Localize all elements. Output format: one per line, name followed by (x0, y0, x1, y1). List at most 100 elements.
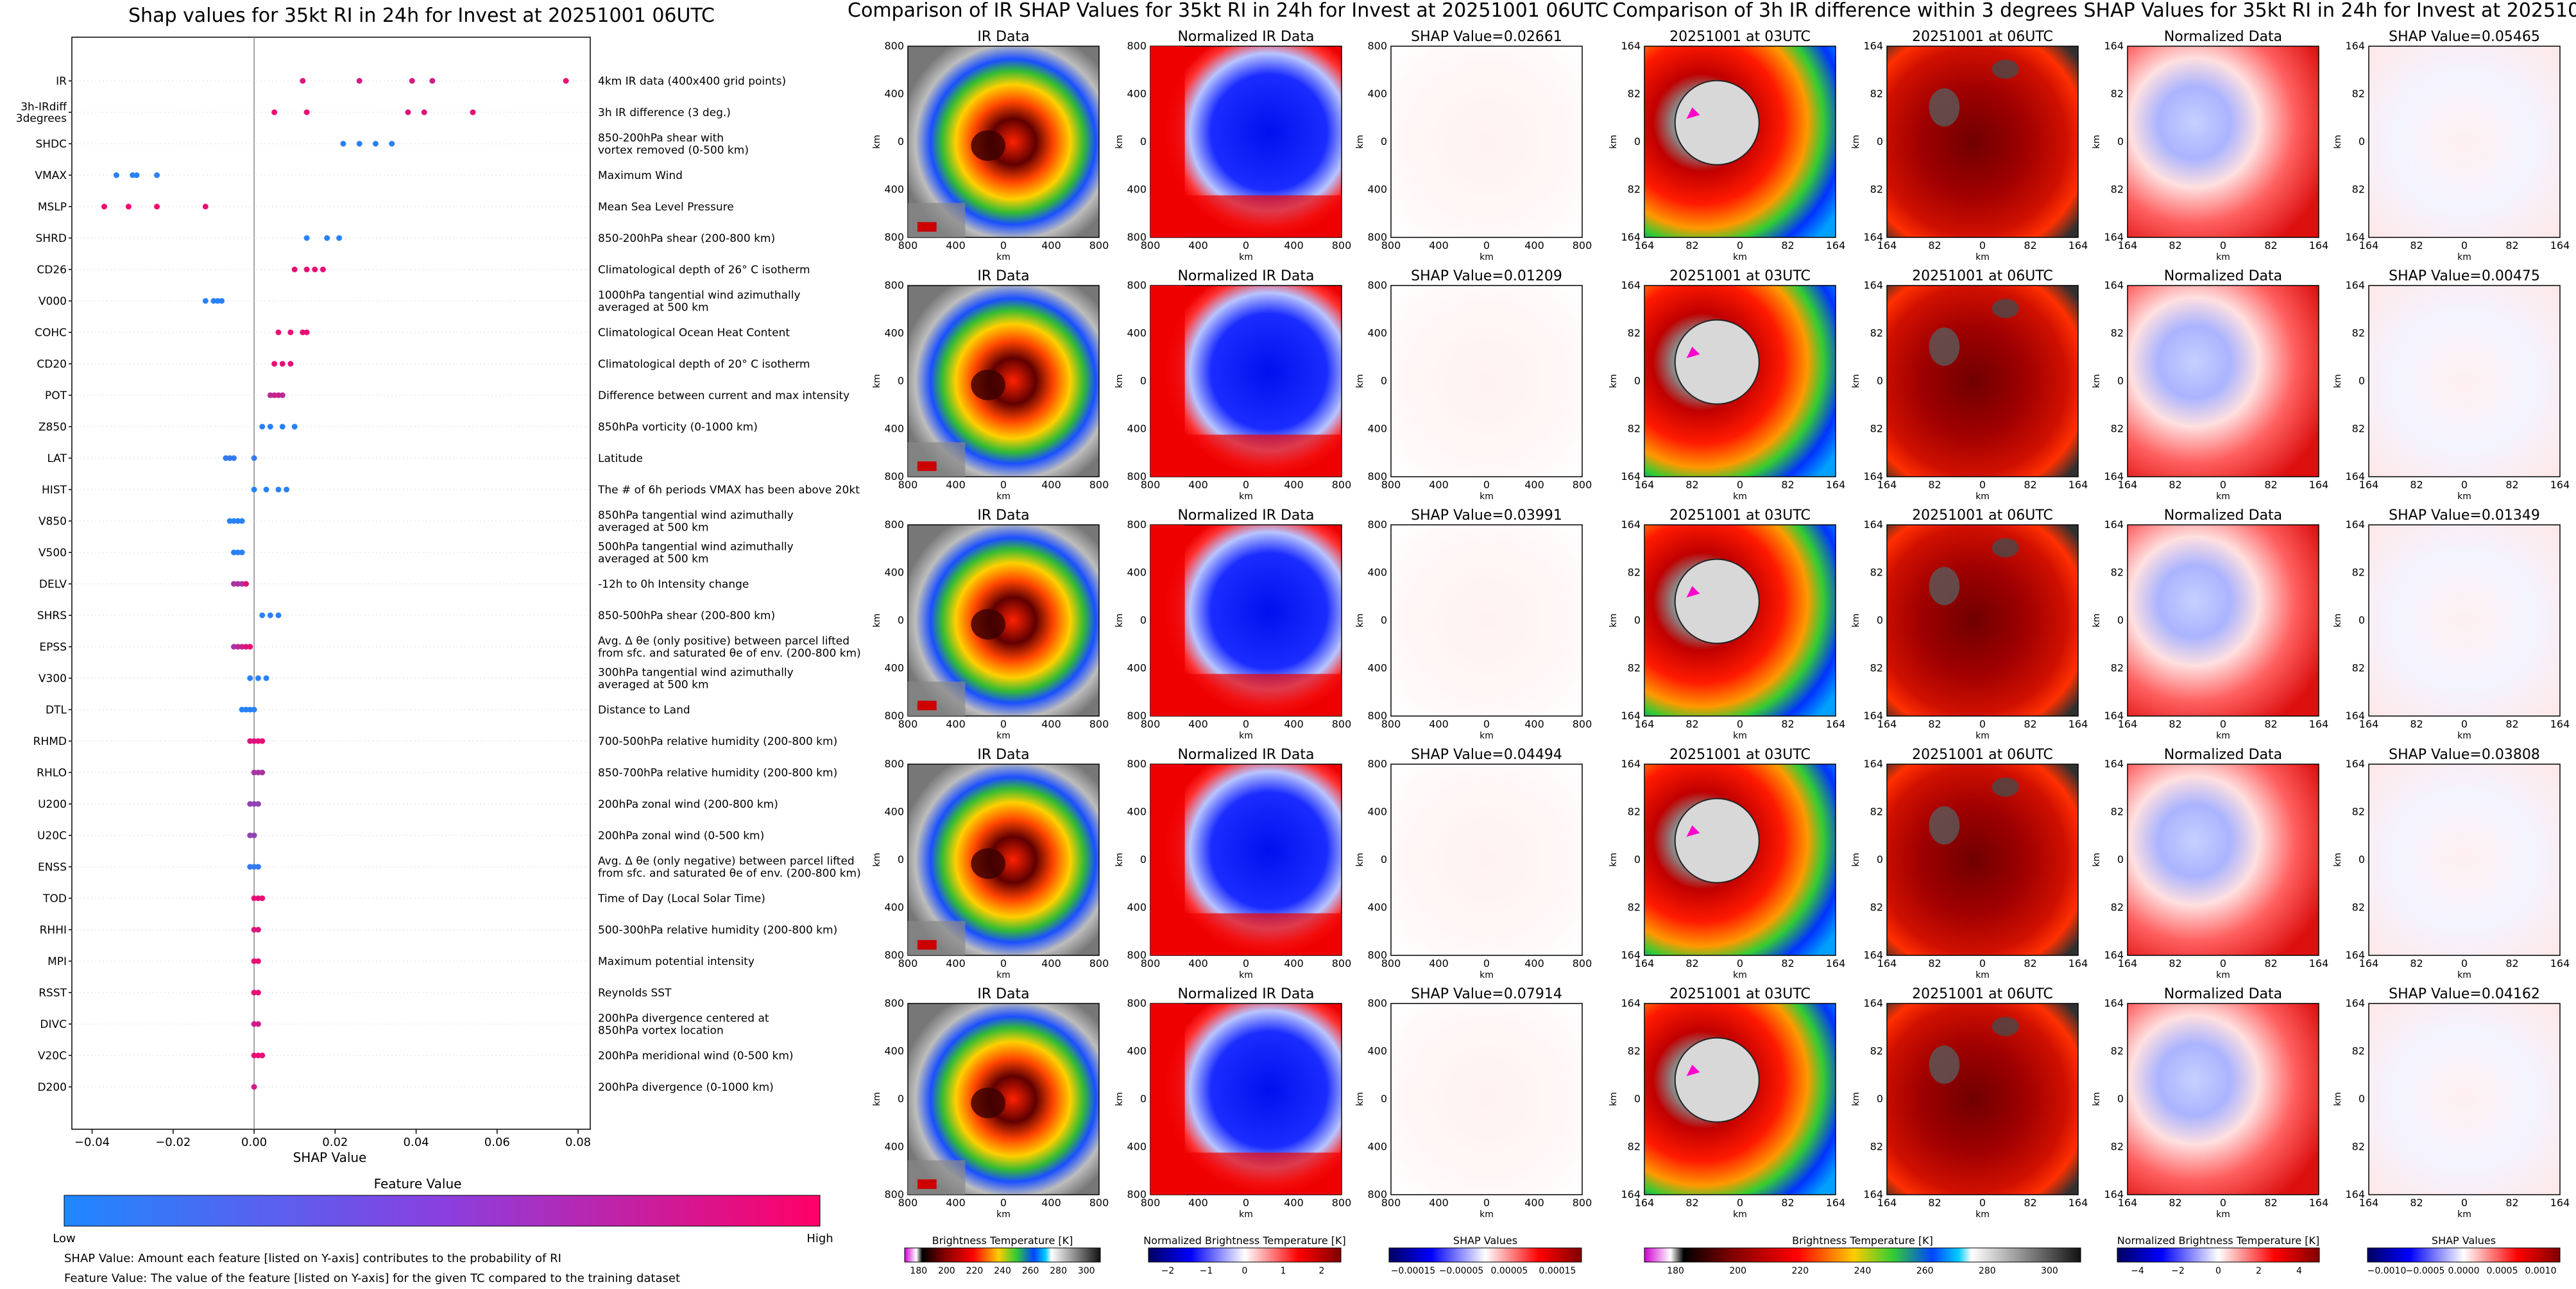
ir-panel-title: Comparison of IR SHAP Values for 35kt RI… (848, 0, 1608, 22)
panel-y-tick-label: 82 (1628, 806, 1641, 818)
panel-x-axis-label: km (2457, 970, 2471, 980)
shap-point (154, 203, 160, 210)
feature-label: RHMD (33, 735, 67, 748)
panel-y-axis-label: km (1608, 135, 1619, 149)
panel-x-axis-label: km (1239, 1209, 1253, 1220)
panel-y-tick-label: 82 (2111, 1045, 2124, 1057)
panel-x-tick-label: 800 (1089, 239, 1109, 252)
irdiff-shap-panel: SHAP Value=0.054651641648282008282164164… (2333, 29, 2570, 262)
panel-x-tick-label: 800 (1573, 1197, 1592, 1209)
panel-x-axis-label: km (1733, 731, 1747, 741)
panel-y-tick-label: 82 (1628, 1045, 1641, 1057)
panel-y-tick-label: 164 (2345, 279, 2365, 291)
irdiff-bt-colorbar (1644, 1247, 2081, 1263)
panel-y-axis-label: km (872, 613, 882, 627)
panel-y-tick-label: 400 (1367, 423, 1387, 435)
shap-point (251, 486, 257, 493)
irdiff-03utc-panel-title: 20251001 at 03UTC (1669, 508, 1811, 524)
panel-x-tick-label: 800 (1089, 1197, 1109, 1209)
irdiff-03utc-panel: 20251001 at 03UTC1641648282008282164164k… (1608, 986, 1845, 1220)
panel-x-tick-label: 164 (2118, 957, 2138, 969)
panel-x-tick-label: 400 (1284, 957, 1304, 969)
panel-y-tick-label: 800 (1367, 470, 1387, 482)
panel-x-tick-label: 82 (2410, 239, 2423, 252)
ir-deep-convection-spot (917, 461, 937, 472)
panel-x-tick-label: 164 (1635, 239, 1655, 252)
summary-rows: IR 4km IR data (400x400 grid points) 3h-IR… (16, 37, 861, 1129)
panel-y-tick-label: 0 (1140, 614, 1147, 626)
panel-y-tick-label: 400 (1127, 327, 1147, 339)
panel-x-axis-label: km (996, 731, 1011, 741)
shap-point (235, 581, 241, 587)
irdiff-normalized-panel: Normalized Data1641648282008282164164kmk… (2092, 508, 2328, 741)
feature-description: Avg. Δ θe (only negative) between parcel… (598, 855, 855, 868)
irdiff-03utc-panel: 20251001 at 03UTC1641648282008282164164k… (1608, 268, 1845, 502)
panel-x-tick-label: 0 (1243, 1197, 1249, 1209)
panel-y-tick-label: 0 (898, 853, 904, 866)
panel-y-axis-label: km (1114, 1092, 1125, 1106)
shap-point (231, 644, 237, 650)
feature-label: SHDC (35, 138, 67, 151)
panel-y-tick-label: 164 (1621, 710, 1641, 722)
feature-label: V850 (38, 515, 67, 528)
panel-x-tick-label: 82 (2169, 479, 2181, 491)
panel-x-tick-label: 800 (898, 479, 918, 491)
panel-y-tick-label: 164 (1863, 1188, 1883, 1200)
ir-shap-image (1390, 1003, 1583, 1195)
panel-y-tick-label: 164 (2345, 949, 2365, 961)
feature-description: 850hPa tangential wind azimuthally (598, 509, 794, 522)
ir-normalized-colorbar-tick: −1 (1200, 1266, 1213, 1276)
panel-y-tick-label: 164 (2104, 279, 2124, 291)
nir-warm-region-south (1150, 434, 1342, 477)
panel-x-tick-label: 800 (1332, 239, 1352, 252)
irdiff-normalized-panel-title: Normalized Data (2164, 747, 2282, 763)
shap-point (259, 895, 266, 901)
irdiff-shap-colorbar-tick: −0.0005 (2406, 1266, 2445, 1276)
panel-y-axis-label: km (2092, 613, 2102, 627)
shap-point (251, 1052, 257, 1059)
irdiff-03utc-panel-title: 20251001 at 03UTC (1669, 268, 1811, 284)
panel-x-axis-label: km (2457, 491, 2471, 502)
panel-x-tick-label: 164 (2309, 718, 2329, 730)
panel-y-tick-label: 164 (2104, 1188, 2124, 1200)
panel-y-tick-label: 400 (1127, 662, 1147, 674)
panel-y-tick-label: 0 (1634, 614, 1641, 626)
irdiff-shap-panel: SHAP Value=0.038081641648282008282164164… (2333, 747, 2570, 980)
panel-x-tick-label: 82 (2169, 1197, 2181, 1209)
panel-x-tick-label: 800 (1573, 718, 1592, 730)
panel-y-tick-label: 400 (1367, 88, 1387, 100)
panel-x-tick-label: 164 (2068, 718, 2088, 730)
shap-point (251, 832, 257, 839)
shap-point (255, 926, 261, 933)
panel-y-tick-label: 164 (2104, 758, 2124, 770)
panel-x-tick-label: 164 (2068, 957, 2088, 969)
shap-point (239, 644, 245, 650)
panel-y-tick-label: 400 (1127, 1045, 1147, 1057)
shap-point (255, 989, 261, 996)
panel-y-tick-label: 164 (1621, 231, 1641, 243)
feature-label: CD20 (37, 358, 67, 371)
panel-y-tick-label: 800 (1367, 279, 1387, 291)
panel-y-tick-label: 164 (1621, 470, 1641, 482)
irdiff-shap-colorbar-tick: −0.0010 (2367, 1266, 2407, 1276)
panel-y-axis-label: km (1114, 853, 1125, 867)
panel-y-tick-label: 0 (1140, 135, 1147, 148)
irdiff-06utc-panel-title: 20251001 at 06UTC (1912, 508, 2053, 524)
shap-point (267, 392, 273, 398)
panel-y-tick-label: 82 (2111, 806, 2124, 818)
ir-clear-sky-region (908, 442, 966, 477)
irdiff-shap-colorbar-tick: 0.0010 (2525, 1266, 2557, 1276)
cloud-top-patch (1992, 777, 2019, 797)
panel-x-tick-label: 400 (1429, 718, 1449, 730)
shap-point (429, 78, 436, 84)
irdiff-normalized-panel: Normalized Data1641648282008282164164kmk… (2092, 268, 2328, 502)
feature-description: The # of 6h periods VMAX has been above … (597, 484, 860, 497)
shap-point (251, 864, 257, 870)
panel-y-tick-label: 800 (1367, 949, 1387, 961)
irdiff-normalized-image (2127, 524, 2319, 717)
panel-x-tick-label: 0 (1243, 239, 1249, 252)
panel-y-tick-label: 800 (1367, 231, 1387, 243)
panel-y-tick-label: 400 (884, 662, 904, 674)
ir-colorbars: Brightness Temperature [K] 180 200 220 240 26… (904, 1234, 1582, 1276)
